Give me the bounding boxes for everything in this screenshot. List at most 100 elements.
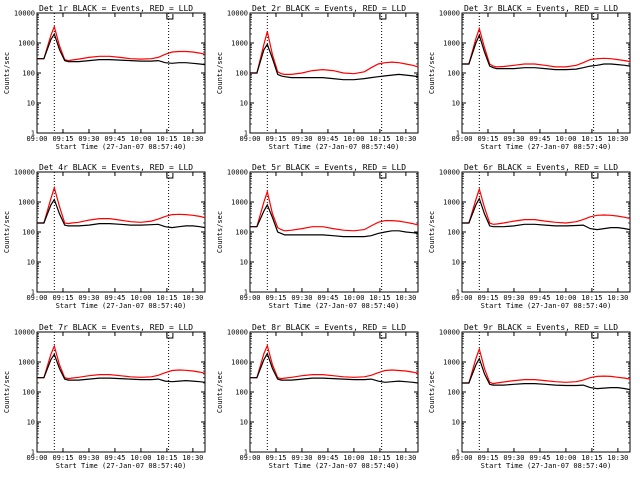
y-tick-label: 10 (240, 419, 248, 427)
saa-marker (591, 173, 599, 179)
y-tick-label: 100 (235, 70, 248, 78)
plot-frame (461, 171, 631, 293)
y-tick-label: 10000 (227, 10, 248, 18)
y-tick-label: 1000 (18, 40, 35, 48)
panel-title: Det 7r BLACK = Events, RED = LLD (39, 323, 193, 332)
x-tick-label: 10:00 (130, 294, 151, 302)
panel-title: Det 2r BLACK = Events, RED = LLD (252, 4, 406, 13)
x-axis-label: Start Time (27-Jan-07 08:57:40) (481, 302, 612, 310)
y-tick-label: 1 (31, 130, 35, 138)
panel-3: Det 3r BLACK = Events, RED = LLD 1 10 100 10… (428, 4, 631, 151)
x-tick-label: 09:30 (503, 135, 524, 143)
panel-6: Det 6r BLACK = Events, RED = LLD 1 10 100 10… (428, 163, 631, 310)
x-axis-label: Start Time (27-Jan-07 08:57:40) (56, 302, 187, 310)
plot-frame (249, 12, 419, 134)
panel-title: Det 9r BLACK = Events, RED = LLD (464, 323, 618, 332)
x-tick-label: 09:00 (26, 135, 47, 143)
x-tick-label: 09:00 (451, 135, 472, 143)
saa-marker (379, 173, 387, 179)
x-tick-label: 09:30 (78, 294, 99, 302)
x-tick-label: 09:30 (78, 135, 99, 143)
x-tick-label: 09:45 (104, 294, 125, 302)
x-tick-label: 09:45 (317, 135, 338, 143)
y-tick-label: 1000 (443, 40, 460, 48)
y-tick-label: 1 (244, 449, 248, 457)
series-events-line (462, 357, 631, 391)
y-axis-label: Counts/sec (3, 211, 11, 253)
x-tick-label: 09:00 (239, 454, 260, 462)
y-tick-label: 1 (456, 130, 460, 138)
y-tick-label: 100 (235, 229, 248, 237)
saa-marker (591, 14, 599, 20)
x-tick-label: 09:15 (52, 135, 73, 143)
panel-1: Det 1r BLACK = Events, RED = LLD 1 10 100 10… (3, 4, 206, 151)
plot-frame (249, 331, 419, 453)
x-tick-label: 09:15 (52, 294, 73, 302)
y-tick-label: 10000 (439, 329, 460, 337)
x-tick-label: 10:00 (343, 294, 364, 302)
y-tick-label: 1000 (443, 199, 460, 207)
x-tick-label: 09:00 (26, 454, 47, 462)
x-tick-label: 10:30 (395, 294, 416, 302)
x-tick-label: 10:15 (156, 135, 177, 143)
y-tick-label: 100 (447, 229, 460, 237)
x-tick-label: 09:45 (317, 454, 338, 462)
x-tick-label: 10:15 (369, 135, 390, 143)
x-tick-label: 10:30 (607, 454, 628, 462)
saa-marker (166, 333, 174, 339)
y-axis-label: Counts/sec (216, 211, 224, 253)
plot-frame (461, 331, 631, 453)
series-events-line (37, 352, 206, 383)
y-axis-label: Counts/sec (428, 52, 436, 94)
x-tick-label: 09:15 (477, 135, 498, 143)
x-tick-label: 09:00 (26, 294, 47, 302)
x-tick-label: 09:30 (291, 135, 312, 143)
y-tick-label: 10000 (227, 169, 248, 177)
y-tick-label: 10 (240, 259, 248, 267)
y-tick-label: 100 (22, 389, 35, 397)
series-events-line (250, 203, 419, 238)
x-tick-label: 10:30 (395, 135, 416, 143)
x-tick-label: 09:45 (529, 135, 550, 143)
panel-2: Det 2r BLACK = Events, RED = LLD 1 10 100 10… (216, 4, 419, 151)
panel-5: Det 5r BLACK = Events, RED = LLD 1 10 100 10… (216, 163, 419, 310)
x-tick-label: 10:30 (607, 135, 628, 143)
series-events-line (462, 197, 631, 231)
y-axis-label: Counts/sec (216, 52, 224, 94)
y-tick-label: 10 (27, 419, 35, 427)
panel-title: Det 1r BLACK = Events, RED = LLD (39, 4, 193, 13)
panel-8: Det 8r BLACK = Events, RED = LLD 1 10 100 10… (216, 323, 419, 470)
panel-9: Det 9r BLACK = Events, RED = LLD 1 10 100 10… (428, 323, 631, 470)
x-tick-label: 10:30 (182, 454, 203, 462)
y-tick-label: 1 (244, 289, 248, 297)
x-tick-label: 10:00 (555, 454, 576, 462)
x-axis-label: Start Time (27-Jan-07 08:57:40) (481, 462, 612, 470)
saa-marker (379, 333, 387, 339)
x-tick-label: 10:15 (156, 454, 177, 462)
x-tick-label: 10:15 (156, 294, 177, 302)
x-tick-label: 09:00 (451, 294, 472, 302)
series-lld-line (37, 344, 206, 380)
panel-title: Det 3r BLACK = Events, RED = LLD (464, 4, 618, 13)
y-tick-label: 10000 (227, 329, 248, 337)
y-tick-label: 1000 (231, 199, 248, 207)
x-tick-label: 09:30 (291, 294, 312, 302)
x-tick-label: 10:15 (369, 454, 390, 462)
x-tick-label: 10:15 (581, 294, 602, 302)
x-axis-label: Start Time (27-Jan-07 08:57:40) (481, 143, 612, 151)
x-tick-label: 10:00 (555, 135, 576, 143)
x-tick-label: 10:15 (581, 135, 602, 143)
y-tick-label: 10 (27, 100, 35, 108)
y-tick-label: 10 (452, 100, 460, 108)
x-tick-label: 09:30 (503, 454, 524, 462)
series-events-line (37, 32, 206, 66)
x-tick-label: 09:15 (52, 454, 73, 462)
y-tick-label: 1 (456, 449, 460, 457)
x-tick-label: 10:00 (555, 294, 576, 302)
panel-4: Det 4r BLACK = Events, RED = LLD 1 10 100 10… (3, 163, 206, 310)
x-tick-label: 09:15 (477, 294, 498, 302)
plot-frame (36, 171, 206, 293)
series-lld-line (462, 26, 631, 68)
y-tick-label: 1 (456, 289, 460, 297)
series-lld-line (250, 343, 419, 380)
